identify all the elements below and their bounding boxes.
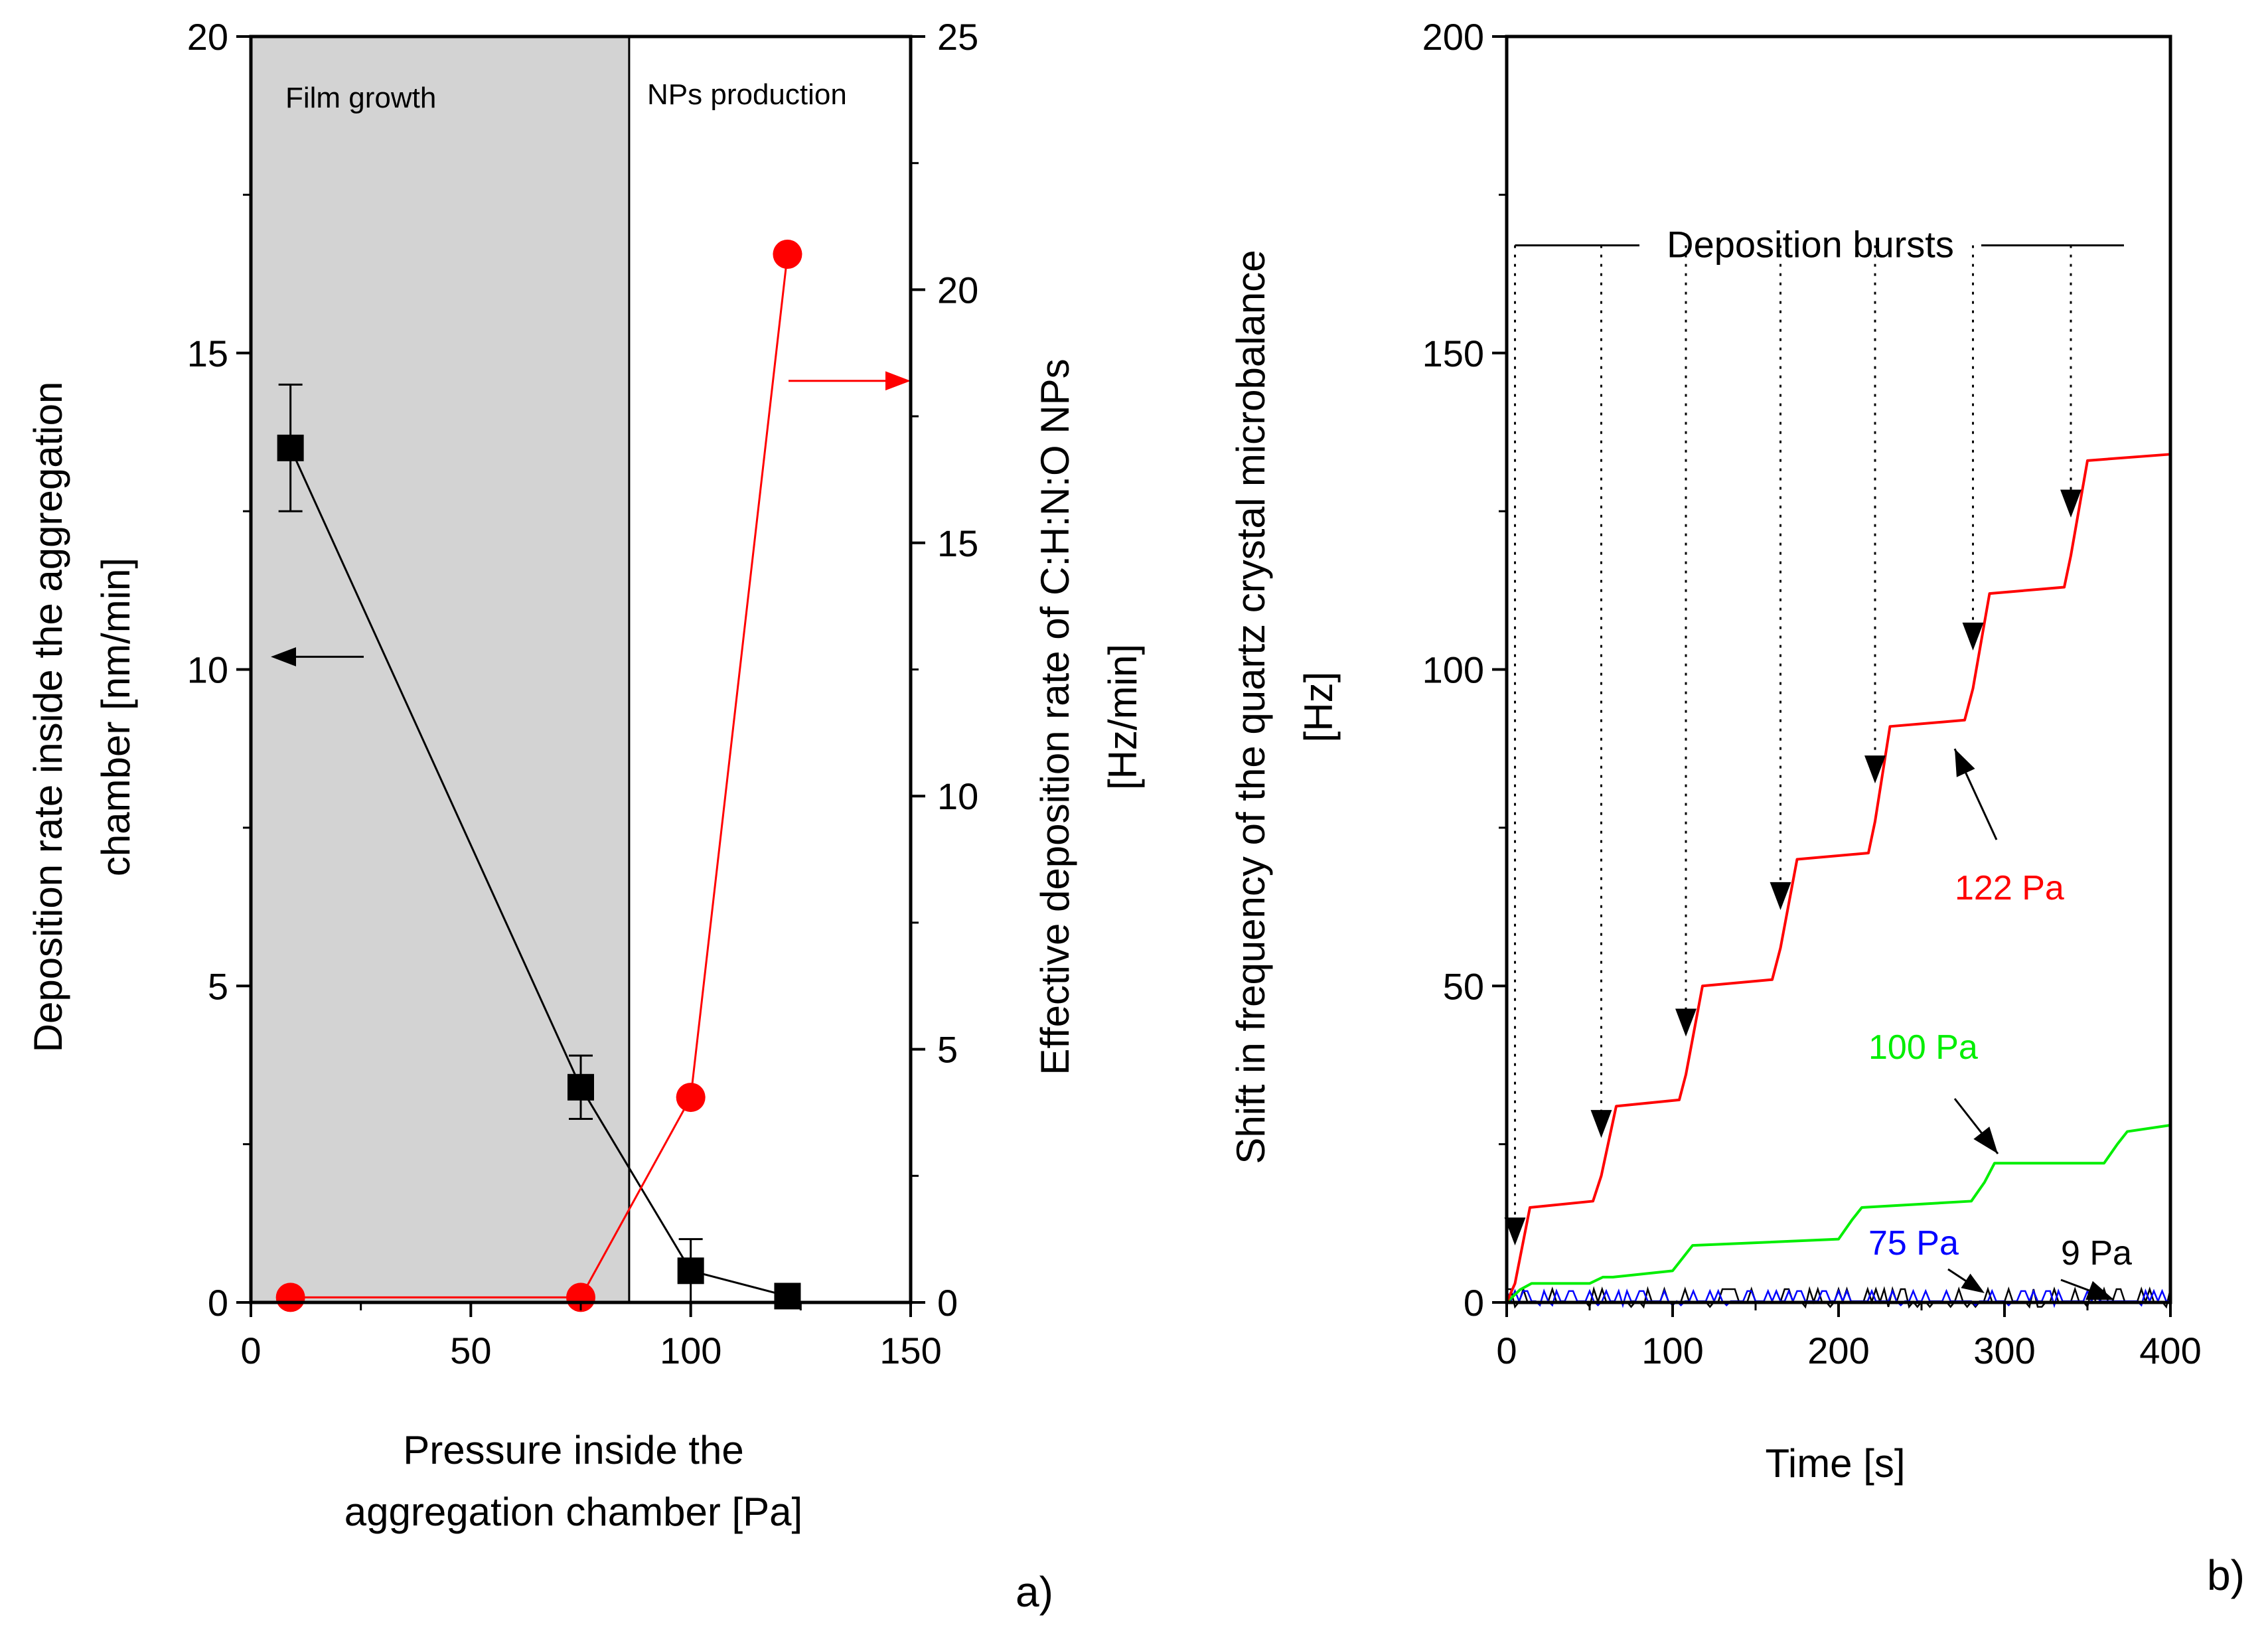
x-tick-label: 0 [240,1330,261,1371]
b-y-tick-label: 0 [1464,1282,1484,1324]
y-left-tick-label: 20 [187,16,228,58]
burst-arrowhead [2060,489,2081,518]
y-right-tick-label: 25 [937,16,978,58]
burst-arrowhead [1504,1217,1526,1246]
y-left-axis-title-line1: Deposition rate inside the aggregation [26,382,70,1053]
y-left-tick-label: 0 [208,1282,228,1324]
x-axis-title-line2: aggregation chamber [Pa] [344,1490,802,1534]
series-122pa-line [1505,453,2171,1303]
panel-label-b: b) [2207,1551,2245,1599]
panel-a: Film growth NPs production 0 50 100 1500510… [26,16,1145,1616]
b-x-tick-label: 400 [2139,1330,2201,1371]
panel-b: Deposition bursts 122 Pa 100 Pa 75 Pa 9 Pa 0… [1229,16,2245,1599]
region-nps-production [629,37,911,1302]
y-right-axis-title-line1: Effective deposition rate of C:H:N:O NPs [1033,358,1077,1075]
b-x-tick-label: 100 [1641,1330,1703,1371]
b-x-tick-label: 0 [1496,1330,1517,1371]
data-point-square [774,1283,801,1310]
region-film-growth [251,37,629,1302]
burst-arrowhead [1675,1008,1697,1037]
region-label-nps-production: NPs production [647,78,847,111]
y-left-axis-title-line2: chamber [nm/min] [94,558,138,876]
burst-arrowhead [1864,755,1886,784]
burst-arrowhead [1590,1110,1612,1138]
data-point-square [677,1257,704,1285]
panel-a-marks [271,240,911,1312]
b-y-axis-title-line1: Shift in frequency of the quartz crystal… [1229,250,1273,1164]
panel-label-a: a) [1016,1568,1053,1616]
y-left-tick-label: 15 [187,333,228,374]
region-label-film-growth: Film growth [285,82,436,114]
series-122pa-arrowhead [1955,749,1975,777]
right-axis-indicator-arrowhead [885,371,911,391]
series-effective-rate-line [290,254,789,1298]
panel-b-ticks: 0 100 200 300 400 0 50 100 150 200 [1422,16,2202,1371]
b-y-tick-label: 200 [1422,16,1484,58]
data-point-circle [773,240,802,270]
series-100pa-line [1505,1124,2171,1304]
b-x-tick-label: 200 [1807,1330,1869,1371]
b-x-tick-label: 300 [1973,1330,2035,1371]
x-tick-label: 150 [879,1330,941,1371]
y-right-tick-label: 20 [937,269,978,311]
series-deposition-rate-line [289,447,788,1297]
series-100pa-arrowhead [1973,1127,1998,1154]
b-x-axis-title: Time [s] [1765,1441,1905,1486]
series-122pa-label: 122 Pa [1955,869,2064,907]
y-right-axis-title-line2: [Hz/min] [1100,644,1145,790]
data-point-square [277,434,304,461]
panel-b-marks: Deposition bursts 122 Pa 100 Pa 75 Pa 9 Pa [1504,224,2172,1309]
series-75pa-arrowhead [1961,1273,1985,1293]
data-point-circle [275,1283,305,1312]
x-tick-label: 50 [450,1330,491,1371]
series-9pa-label: 9 Pa [2061,1234,2132,1273]
y-right-tick-label: 10 [937,775,978,817]
left-axis-indicator-arrowhead [271,647,296,666]
panel-a-ticks: 0 50 100 150 0 5 10 15 20 0 5 10 15 20 25 [187,16,979,1371]
data-point-circle [676,1083,706,1113]
burst-arrowhead [1962,622,1984,651]
y-right-tick-label: 0 [937,1282,958,1324]
series-100pa-label: 100 Pa [1868,1028,1978,1067]
burst-arrowhead [1770,882,1791,910]
data-point-circle [566,1283,595,1312]
series-75pa-label: 75 Pa [1868,1224,1959,1263]
x-axis-title-line1: Pressure inside the [403,1428,744,1472]
y-right-tick-label: 15 [937,522,978,564]
b-y-tick-label: 150 [1422,333,1484,374]
series-9pa-arrowhead [2085,1281,2114,1300]
b-y-axis-title-line2: [Hz] [1296,672,1341,743]
series-75pa-line [1505,1288,2170,1308]
y-left-tick-label: 5 [208,965,228,1007]
y-right-tick-label: 5 [937,1029,958,1071]
b-y-tick-label: 100 [1422,649,1484,691]
bursts-annotation-label: Deposition bursts [1667,224,1954,266]
y-left-tick-label: 10 [187,649,228,691]
x-tick-label: 100 [660,1330,721,1371]
data-point-square [567,1073,594,1101]
b-y-tick-label: 50 [1443,965,1484,1007]
